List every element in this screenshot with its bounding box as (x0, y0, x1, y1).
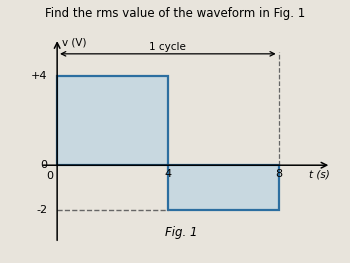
Text: 1 cycle: 1 cycle (149, 42, 186, 52)
Text: -2: -2 (36, 205, 48, 215)
Text: t (s): t (s) (309, 169, 330, 179)
Text: +4: +4 (31, 71, 48, 81)
Text: 0: 0 (47, 171, 54, 181)
Text: 8: 8 (275, 169, 282, 179)
Bar (57, 76, 168, 165)
Text: Fig. 1: Fig. 1 (166, 226, 198, 239)
Text: 0: 0 (41, 160, 48, 170)
Bar (168, 165, 279, 210)
Text: 4: 4 (164, 169, 171, 179)
Text: v (V): v (V) (62, 37, 87, 47)
Text: Find the rms value of the waveform in Fig. 1: Find the rms value of the waveform in Fi… (45, 7, 305, 19)
